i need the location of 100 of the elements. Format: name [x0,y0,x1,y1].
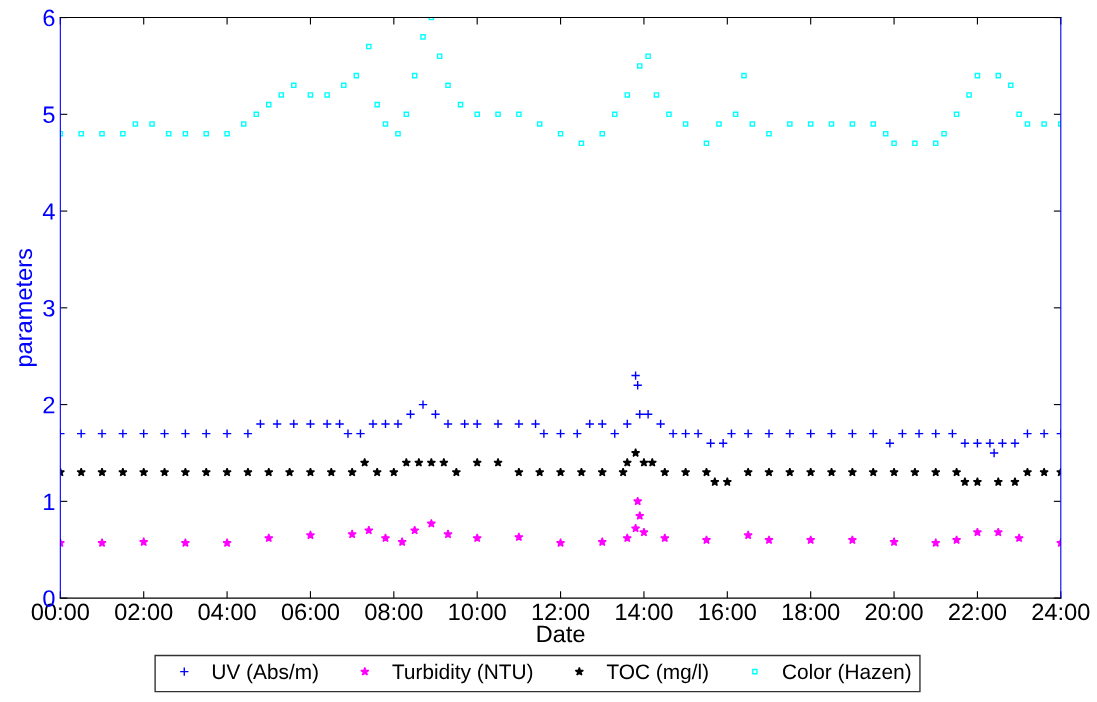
point [701,535,712,545]
x-axis-title: Date [537,625,585,643]
x-tick-label: 22:00 [949,603,1007,621]
point [347,529,357,539]
point [993,527,1003,537]
legend-label: UV (Abs/m) [212,663,318,684]
point [633,496,643,506]
point [222,467,232,477]
y-tick-label: 3 [43,299,55,317]
point [639,527,649,537]
x-tick-label: 16:00 [699,603,756,621]
point [139,467,149,477]
point [951,467,962,477]
point [931,467,941,477]
point [243,467,253,477]
point [451,467,462,477]
point [347,467,357,477]
point [305,467,316,477]
x-tick-label: 10:00 [449,603,506,621]
point [1022,467,1033,477]
point [426,457,436,467]
point [555,538,566,548]
point [743,467,753,477]
point [993,477,1003,487]
point [284,467,295,477]
point [910,467,920,477]
point [951,535,962,545]
point [764,535,774,545]
point [76,467,86,477]
point [372,467,382,477]
x-tick-label: 04:00 [198,603,256,621]
point [868,467,878,477]
x-tick-label: 18:00 [782,603,840,621]
point [180,538,191,548]
point [180,467,191,477]
point [1039,467,1049,477]
point [264,533,274,543]
point [139,537,149,547]
point [443,529,453,539]
point [401,457,411,467]
point [535,467,545,477]
point [1010,477,1020,487]
x-tick-label: 14:00 [616,603,673,621]
point [264,467,274,477]
x-tick-label: 12:00 [532,603,590,621]
point [630,448,641,458]
point [389,467,399,477]
point [118,467,128,477]
point [847,535,858,545]
point [597,467,607,477]
point [222,538,232,548]
point [555,467,566,477]
point [514,467,524,477]
point [931,538,941,548]
y-tick-label: 1 [44,493,55,510]
point [397,537,407,547]
point [972,477,983,487]
point [618,467,628,477]
point [764,467,774,477]
point [826,467,837,477]
point [847,467,858,477]
y-tick-label: 2 [43,396,55,414]
point [514,532,524,542]
point [889,467,899,477]
legend-label: Color (Hazen) [783,663,911,684]
legend-label: Turbidity (NTU) [392,663,533,684]
point [472,533,482,543]
point [380,533,391,543]
x-tick-label: 08:00 [365,603,423,621]
point [889,537,899,547]
point [426,518,436,528]
point [680,467,691,477]
point [806,467,816,477]
point [97,538,107,548]
point [97,467,107,477]
point [660,533,670,543]
point [597,537,607,547]
point [201,467,211,477]
point [647,457,657,467]
point [635,510,645,520]
point [1014,533,1024,543]
point [630,523,641,533]
point [410,525,420,535]
point [722,477,732,487]
point [414,457,424,467]
point [743,530,753,540]
point [710,477,720,487]
point [622,533,632,543]
point [576,467,587,477]
point [972,527,983,537]
x-tick-label: 20:00 [865,603,923,621]
y-tick-label: 6 [43,9,55,27]
y-tick-label: 5 [43,106,55,124]
point [364,525,374,535]
y-axis-title: parameters [16,248,37,367]
x-tick-label: 02:00 [115,603,173,621]
point [806,535,816,545]
point [359,457,370,467]
point [439,457,449,467]
point [326,467,336,477]
